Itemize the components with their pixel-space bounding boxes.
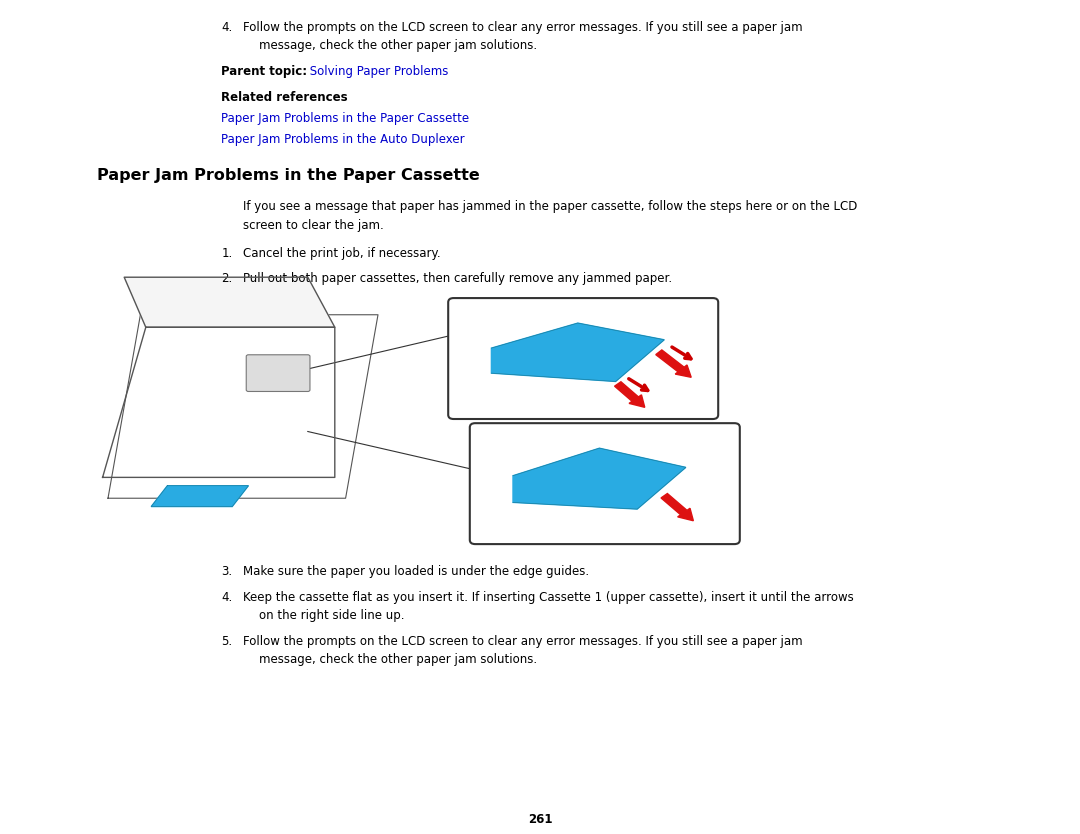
Text: message, check the other paper jam solutions.: message, check the other paper jam solut… <box>259 39 538 53</box>
Polygon shape <box>513 448 686 509</box>
FancyBboxPatch shape <box>470 423 740 544</box>
Polygon shape <box>491 323 664 381</box>
Text: Parent topic:: Parent topic: <box>221 65 308 78</box>
Text: screen to clear the jam.: screen to clear the jam. <box>243 219 383 232</box>
FancyBboxPatch shape <box>448 298 718 419</box>
Polygon shape <box>151 485 248 506</box>
Polygon shape <box>124 277 335 327</box>
Text: Pull out both paper cassettes, then carefully remove any jammed paper.: Pull out both paper cassettes, then care… <box>243 273 672 285</box>
Text: Follow the prompts on the LCD screen to clear any error messages. If you still s: Follow the prompts on the LCD screen to … <box>243 635 802 648</box>
Text: 261: 261 <box>528 813 552 826</box>
FancyBboxPatch shape <box>246 354 310 391</box>
Text: 1.: 1. <box>221 247 232 259</box>
Text: If you see a message that paper has jammed in the paper cassette, follow the ste: If you see a message that paper has jamm… <box>243 200 858 214</box>
Polygon shape <box>661 494 693 520</box>
Text: Make sure the paper you loaded is under the edge guides.: Make sure the paper you loaded is under … <box>243 565 589 578</box>
Text: Cancel the print job, if necessary.: Cancel the print job, if necessary. <box>243 247 441 259</box>
Text: Solving Paper Problems: Solving Paper Problems <box>306 65 448 78</box>
Text: 2.: 2. <box>221 273 232 285</box>
Text: Follow the prompts on the LCD screen to clear any error messages. If you still s: Follow the prompts on the LCD screen to … <box>243 21 802 34</box>
Text: Keep the cassette flat as you insert it. If inserting Cassette 1 (upper cassette: Keep the cassette flat as you insert it.… <box>243 590 854 604</box>
Polygon shape <box>615 382 645 407</box>
Text: Related references: Related references <box>221 91 348 103</box>
Text: 3.: 3. <box>221 565 232 578</box>
Text: 4.: 4. <box>221 21 232 34</box>
Text: message, check the other paper jam solutions.: message, check the other paper jam solut… <box>259 653 538 666</box>
Text: on the right side line up.: on the right side line up. <box>259 609 405 622</box>
Text: 5.: 5. <box>221 635 232 648</box>
Polygon shape <box>656 350 691 377</box>
Text: Paper Jam Problems in the Paper Cassette: Paper Jam Problems in the Paper Cassette <box>97 168 480 183</box>
Text: Paper Jam Problems in the Auto Duplexer: Paper Jam Problems in the Auto Duplexer <box>221 133 465 146</box>
Text: Paper Jam Problems in the Paper Cassette: Paper Jam Problems in the Paper Cassette <box>221 112 470 124</box>
Text: 4.: 4. <box>221 590 232 604</box>
